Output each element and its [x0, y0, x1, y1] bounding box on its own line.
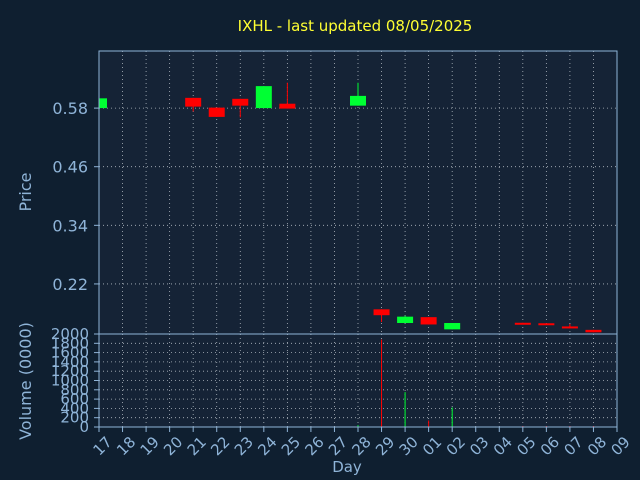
- chart-title: IXHL - last updated 08/05/2025: [238, 17, 473, 35]
- volume-tick-label: 0: [79, 418, 89, 436]
- candle-17: [98, 98, 107, 109]
- volume-tick-label: 1600: [51, 344, 89, 362]
- price-panel: 0.22 0.34 0.46 0.58: [52, 50, 618, 335]
- candle-body: [397, 316, 414, 324]
- volume-tick-label: 200: [60, 409, 89, 427]
- candle-24: [255, 86, 272, 109]
- volume-axis-label: Volume (0000): [16, 322, 35, 440]
- volume-tick-label: 400: [60, 399, 89, 417]
- candle-21: [185, 97, 202, 112]
- candle-body: [514, 322, 531, 325]
- candle-body: [585, 329, 602, 333]
- x-axis-label: Day: [332, 458, 362, 476]
- candle-06: [538, 323, 555, 326]
- volume-tick-label: 1400: [51, 353, 89, 371]
- volume-plot-area: [99, 334, 617, 427]
- candle-body: [99, 98, 107, 109]
- volume-tick-label: 1200: [51, 362, 89, 380]
- candle-body: [538, 323, 555, 326]
- price-tick-label: 0.58: [52, 99, 88, 118]
- volume-tick-label: 1800: [51, 334, 89, 352]
- candle-07: [561, 323, 578, 329]
- price-tick-label: 0.34: [52, 216, 88, 235]
- candle-body: [420, 317, 437, 325]
- volume-tick-label: 600: [60, 390, 89, 408]
- candle-body: [232, 98, 249, 106]
- candle-body: [561, 326, 578, 329]
- candle-08: [585, 329, 602, 333]
- candle-body: [373, 309, 390, 316]
- candle-05: [514, 322, 531, 325]
- candle-25: [279, 82, 296, 109]
- candle-body: [208, 107, 225, 117]
- candle-body: [185, 97, 202, 107]
- candle-02: [444, 323, 461, 330]
- volume-tick-label: 2000: [51, 325, 89, 343]
- volume-tick-label: 1000: [51, 372, 89, 390]
- candle-30: [397, 315, 414, 324]
- price-tick-label: 0.46: [52, 158, 88, 177]
- price-axis-label: Price: [16, 172, 35, 211]
- candle-28: [350, 82, 366, 106]
- candle-22: [208, 107, 225, 117]
- candle-23: [232, 98, 249, 118]
- candle-body: [444, 323, 461, 330]
- volume-tick-label: 800: [60, 381, 89, 399]
- candle-body: [350, 95, 366, 106]
- candle-body: [279, 103, 296, 109]
- candle-body: [255, 86, 272, 109]
- price-tick-label: 0.22: [52, 275, 88, 294]
- candle-29: [373, 309, 390, 323]
- candle-01: [420, 317, 437, 325]
